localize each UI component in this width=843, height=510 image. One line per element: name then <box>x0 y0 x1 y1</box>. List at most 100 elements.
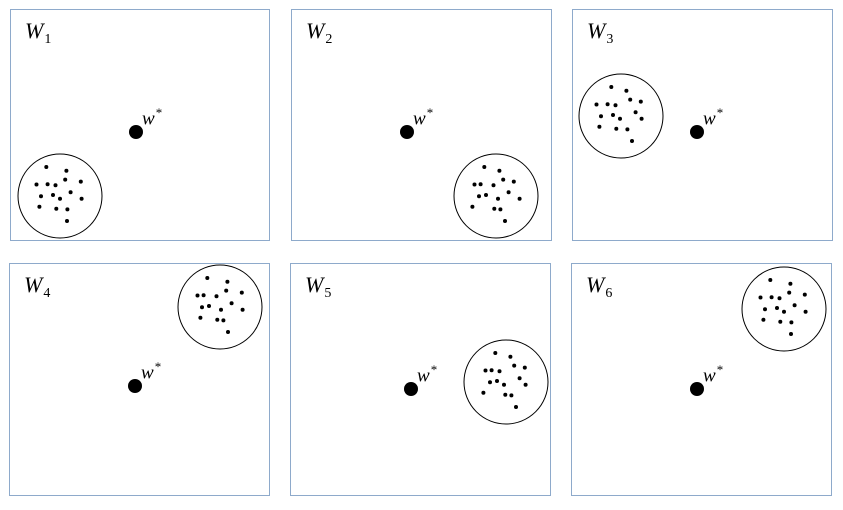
sample-point <box>633 110 638 115</box>
sample-point <box>763 307 767 312</box>
sample-point <box>54 206 59 211</box>
sample-point <box>625 127 630 132</box>
optimum-label-w1: w* <box>142 105 163 130</box>
cluster-circle-w4 <box>177 264 263 350</box>
sample-point <box>65 207 70 212</box>
cluster-circle-w1 <box>17 153 103 239</box>
sample-point <box>803 309 808 314</box>
sample-point <box>200 305 204 310</box>
sample-point <box>58 196 62 201</box>
sample-point <box>497 369 502 374</box>
sample-point <box>195 293 200 298</box>
optimum-point-w4 <box>128 379 142 393</box>
sample-point <box>226 330 230 334</box>
sample-point <box>613 103 618 108</box>
sample-point <box>44 165 49 169</box>
panel-title-w6: W6 <box>586 272 613 302</box>
sample-point <box>225 279 230 284</box>
sample-point <box>514 405 518 409</box>
sample-point <box>481 390 486 395</box>
sample-point <box>496 196 500 201</box>
sample-point <box>605 102 610 107</box>
sample-point <box>502 382 506 387</box>
panel-w1: W1 w* <box>10 9 270 241</box>
sample-point <box>470 204 475 209</box>
sample-point <box>506 190 511 195</box>
sample-point <box>488 380 492 385</box>
sample-point <box>624 88 629 93</box>
optimum-point-w3 <box>690 125 704 139</box>
sample-point <box>630 139 634 143</box>
sample-point <box>523 382 528 387</box>
sample-point <box>503 392 508 397</box>
sample-point <box>778 319 783 324</box>
panel-w3: W3 w* <box>572 9 833 241</box>
panel-title-w3: W3 <box>587 18 614 48</box>
optimum-label-w2: w* <box>413 105 434 130</box>
sample-point <box>79 196 84 201</box>
cluster-circle-w5 <box>463 339 549 425</box>
sample-point <box>205 276 210 280</box>
sample-point <box>597 124 602 129</box>
sample-point <box>493 351 498 355</box>
sample-point <box>777 296 782 301</box>
sample-point <box>472 182 477 187</box>
panel-title-w1: W1 <box>25 18 52 48</box>
sample-point <box>478 182 483 187</box>
sample-point <box>782 309 786 314</box>
sample-point <box>768 278 773 282</box>
cluster-circle-w3 <box>578 73 664 159</box>
panel-w2: W2 w* <box>291 9 552 241</box>
sample-point <box>219 307 223 312</box>
sample-point <box>45 182 50 187</box>
sample-point <box>611 113 615 117</box>
panel-w5: W5 w* <box>290 263 551 496</box>
sample-point <box>51 193 55 197</box>
panel-title-w5: W5 <box>305 272 332 302</box>
optimum-label-w6: w* <box>703 362 724 387</box>
sample-point <box>517 196 522 201</box>
sample-point <box>497 168 502 173</box>
sample-point <box>484 193 488 197</box>
sample-point <box>68 190 73 195</box>
optimum-label-w4: w* <box>141 359 162 384</box>
sample-point <box>628 97 633 102</box>
optimum-point-w1 <box>129 125 143 139</box>
sample-point <box>609 85 614 89</box>
sample-point <box>758 295 763 300</box>
sample-point <box>221 318 226 323</box>
sample-point <box>39 194 43 199</box>
panel-w4: W4 w* <box>9 263 270 496</box>
sample-point <box>511 179 516 184</box>
sample-point <box>787 290 792 295</box>
sample-point <box>769 295 774 300</box>
sample-point <box>229 301 234 306</box>
optimum-point-w5 <box>404 382 418 396</box>
sample-point <box>224 288 229 293</box>
sample-point <box>761 317 766 322</box>
sample-point <box>214 294 219 299</box>
sample-point <box>201 293 206 298</box>
sample-point <box>489 368 494 373</box>
sample-point <box>802 292 807 297</box>
sample-point <box>53 183 58 188</box>
sample-point <box>788 281 793 286</box>
panel-title-w4: W4 <box>24 272 51 302</box>
sample-point <box>508 354 513 359</box>
sample-point <box>498 207 503 212</box>
sample-point <box>65 219 69 223</box>
sample-point <box>482 165 487 169</box>
sample-point <box>477 194 481 199</box>
sample-point <box>517 376 522 381</box>
sample-point <box>639 116 644 121</box>
sample-point <box>501 177 506 182</box>
sample-point <box>594 102 599 107</box>
optimum-point-w6 <box>690 382 704 396</box>
sample-point <box>78 179 83 184</box>
sample-point <box>638 99 643 104</box>
panel-title-w2: W2 <box>306 18 333 48</box>
sample-point <box>207 304 211 308</box>
sample-point <box>789 320 794 325</box>
